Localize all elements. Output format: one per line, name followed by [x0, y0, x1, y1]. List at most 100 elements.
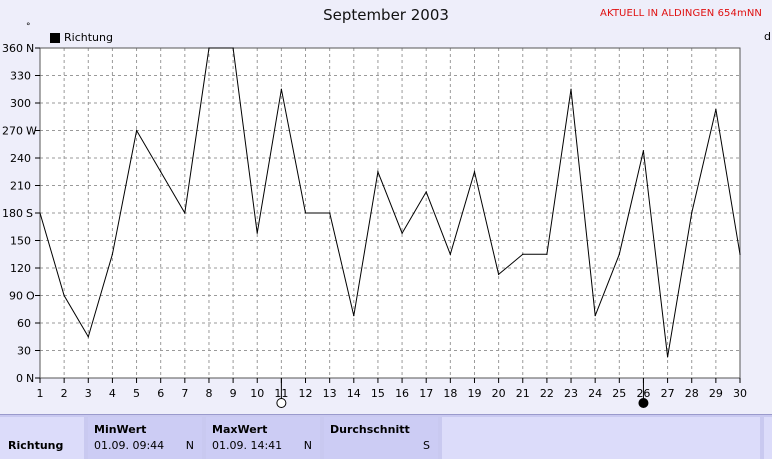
- y-tick-label: 360: [2, 42, 23, 55]
- x-tick-label: 9: [230, 387, 237, 400]
- data-point: [280, 88, 282, 90]
- y-tick-label: 210: [10, 180, 31, 193]
- y-tick-label: 300: [10, 97, 31, 110]
- min-value-cell: MinWert 01.09. 09:44 N: [88, 417, 202, 459]
- min-value-direction: N: [185, 439, 194, 452]
- x-tick-label: 13: [323, 387, 337, 400]
- y-tick-label: 240: [10, 152, 31, 165]
- y-tick-label: 90: [9, 290, 23, 303]
- data-point: [642, 150, 645, 152]
- average-header: Durchschnitt: [330, 423, 410, 436]
- data-point: [304, 212, 307, 214]
- full-moon-icon: [276, 398, 287, 408]
- data-point: [473, 171, 476, 173]
- y-tick-label: 0: [16, 372, 23, 385]
- x-tick-label: 22: [540, 387, 554, 400]
- x-tick-label: 17: [419, 387, 433, 400]
- x-tick-label: 2: [61, 387, 68, 400]
- data-point: [135, 129, 138, 132]
- data-point: [329, 212, 331, 214]
- max-value-time: 01.09. 14:41: [212, 439, 283, 452]
- data-point: [594, 315, 596, 317]
- legend-label: Richtung: [64, 31, 113, 44]
- y-tick-direction: N: [26, 372, 34, 385]
- x-tick-label: 15: [371, 387, 385, 400]
- data-point: [546, 253, 548, 255]
- y-tick-direction: W: [26, 125, 37, 138]
- chart-title: September 2003: [323, 6, 449, 24]
- data-point: [498, 273, 500, 276]
- y-tick-label: 270: [2, 125, 23, 138]
- stats-row-label-cell: Richtung: [0, 417, 84, 459]
- x-tick-label: 30: [733, 387, 747, 400]
- data-point: [232, 47, 234, 49]
- legend-swatch: [50, 32, 60, 43]
- x-tick-label: 23: [564, 387, 578, 400]
- x-tick-label: 14: [347, 387, 361, 400]
- x-tick-label: 25: [612, 387, 626, 400]
- min-value-header: MinWert: [94, 423, 147, 436]
- new-moon-icon: [638, 398, 649, 408]
- data-point: [425, 191, 427, 193]
- y-tick-direction: N: [26, 42, 34, 55]
- x-tick-label: 12: [299, 387, 313, 400]
- data-point: [449, 253, 451, 255]
- right-edge-label: d: [764, 30, 771, 43]
- data-point: [160, 171, 162, 173]
- max-value-direction: N: [303, 439, 312, 452]
- x-tick-label: 28: [685, 387, 699, 400]
- data-point: [570, 88, 572, 90]
- y-tick-label: 330: [10, 70, 31, 83]
- x-tick-label: 7: [181, 387, 188, 400]
- x-tick-label: 3: [85, 387, 92, 400]
- x-tick-label: 27: [661, 387, 675, 400]
- data-point: [618, 253, 620, 255]
- max-value-cell: MaxWert 01.09. 14:41 N: [206, 417, 320, 459]
- scrollbar[interactable]: [764, 417, 772, 459]
- x-tick-label: 6: [157, 387, 164, 400]
- y-tick-label: 180: [2, 207, 23, 220]
- y-tick-label: 60: [17, 317, 31, 330]
- data-point: [715, 108, 717, 111]
- x-tick-label: 21: [516, 387, 530, 400]
- x-tick-label: 24: [588, 387, 602, 400]
- x-tick-label: 4: [109, 387, 116, 400]
- y-tick-direction: S: [26, 207, 33, 220]
- data-point: [111, 253, 114, 255]
- y-tick-direction: O: [26, 290, 35, 303]
- data-point: [522, 253, 524, 255]
- stats-row: Richtung MinWert 01.09. 09:44 N MaxWert …: [0, 414, 772, 459]
- x-tick-label: 29: [709, 387, 723, 400]
- average-cell: Durchschnitt S: [324, 417, 438, 459]
- data-point: [691, 212, 693, 214]
- x-tick-label: 18: [443, 387, 457, 400]
- average-direction: S: [423, 439, 430, 452]
- y-tick-label: 30: [17, 345, 31, 358]
- x-tick-label: 20: [492, 387, 506, 400]
- series-line-richtung: [39, 47, 741, 357]
- stats-empty-cell: [442, 417, 760, 459]
- data-point: [401, 232, 403, 234]
- x-tick-label: 10: [250, 387, 264, 400]
- data-point: [377, 171, 379, 173]
- min-value-time: 01.09. 09:44: [94, 439, 165, 452]
- x-tick-label: 8: [205, 387, 212, 400]
- y-tick-label: 150: [10, 235, 31, 248]
- location-banner: AKTUELL IN ALDINGEN 654mNN: [600, 8, 762, 19]
- x-tick-label: 1: [37, 387, 44, 400]
- data-point: [184, 212, 186, 214]
- data-point: [353, 315, 355, 317]
- max-value-header: MaxWert: [212, 423, 268, 436]
- stats-row-label: Richtung: [8, 439, 64, 452]
- degree-mark: °: [26, 22, 31, 32]
- y-tick-label: 120: [10, 262, 31, 275]
- data-point: [63, 294, 65, 297]
- legend: Richtung: [50, 31, 113, 44]
- x-tick-label: 16: [395, 387, 409, 400]
- data-point: [739, 253, 741, 255]
- data-point: [208, 47, 210, 49]
- x-tick-label: 5: [133, 387, 140, 400]
- x-tick-label: 19: [467, 387, 481, 400]
- data-point: [256, 232, 258, 234]
